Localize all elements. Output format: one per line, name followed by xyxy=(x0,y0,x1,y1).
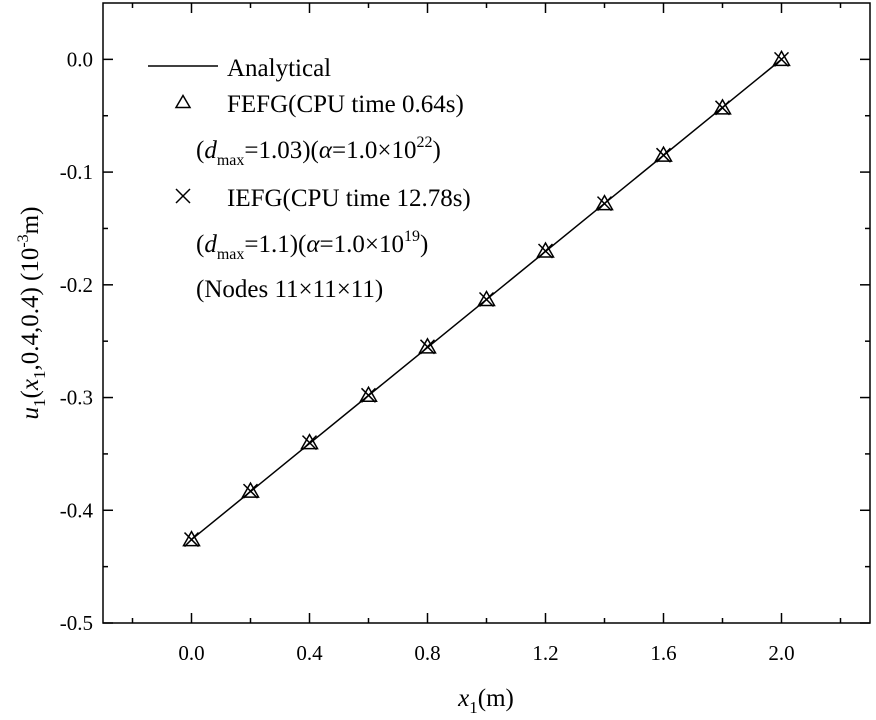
legend-cross-marker xyxy=(175,188,191,204)
iefg-cross-point xyxy=(655,147,672,163)
fefg-triangle-point xyxy=(536,241,555,258)
fefg-triangle-point xyxy=(359,385,378,403)
fefg-triangle-point xyxy=(477,289,496,307)
iefg-cross-point xyxy=(419,339,436,355)
iefg-cross-point xyxy=(478,291,495,308)
y-tick-label: -0.2 xyxy=(60,273,93,297)
fefg-triangle-point xyxy=(300,433,319,450)
fefg-triangle-point xyxy=(654,145,673,162)
fefg-triangle-point xyxy=(713,98,732,115)
x-tick-label: 1.6 xyxy=(650,641,676,665)
iefg-cross-point xyxy=(242,483,259,499)
y-axis-ticks xyxy=(103,58,870,624)
iefg-cross-point xyxy=(596,196,613,212)
fefg-triangle-point xyxy=(772,49,791,67)
y-tick-label: -0.3 xyxy=(60,386,93,410)
legend-fefg-label: FEFG(CPU time 0.64s) xyxy=(227,91,464,118)
iefg-cross-point xyxy=(714,100,731,116)
x-tick-label: 1.2 xyxy=(532,641,558,665)
series-iefg xyxy=(183,51,790,548)
fefg-triangle-point xyxy=(595,194,614,211)
y-axis-tick-labels: -0.5 -0.4 -0.3 -0.2 -0.1 0.0 xyxy=(60,47,94,635)
x-tick-label: 0.4 xyxy=(296,641,323,665)
plot-frame xyxy=(102,2,871,624)
iefg-cross-point xyxy=(183,532,200,548)
legend-analytical-label: Analytical xyxy=(227,55,331,82)
fefg-triangle-point xyxy=(418,337,437,354)
legend-triangle-marker xyxy=(174,94,192,109)
y-tick-label: -0.4 xyxy=(60,498,94,522)
fefg-triangle-point xyxy=(241,481,260,498)
iefg-cross-point xyxy=(360,387,377,403)
fefg-triangle-point xyxy=(182,530,201,547)
iefg-cross-point xyxy=(301,435,318,451)
iefg-cross-point xyxy=(773,51,790,67)
legend: Analytical FEFG(CPU time 0.64s) (dmax=1.… xyxy=(148,55,471,303)
x-axis-ticks xyxy=(131,3,842,623)
x-tick-label: 0.0 xyxy=(178,641,204,665)
y-tick-label: -0.5 xyxy=(60,611,93,635)
y-tick-label: 0.0 xyxy=(67,47,93,71)
x-tick-label: 0.8 xyxy=(414,641,440,665)
series-fefg xyxy=(182,49,791,547)
y-tick-label: -0.1 xyxy=(60,160,93,184)
legend-fefg-params: (dmax=1.03)(α=1.0×1022) xyxy=(196,134,441,169)
x-axis-title: x1(m) xyxy=(457,685,514,717)
iefg-cross-point xyxy=(537,243,554,259)
x-tick-label: 2.0 xyxy=(768,641,794,665)
legend-iefg-params: (dmax=1.1)(α=1.0×1019) xyxy=(196,228,428,263)
x-axis-tick-labels: 0.0 0.4 0.8 1.2 1.6 2.0 xyxy=(178,641,794,665)
y-axis-title: u1(x1,0.4,0.4) (10-3m) xyxy=(15,207,49,420)
legend-nodes-label: (Nodes 11×11×11) xyxy=(196,276,383,303)
legend-iefg-label: IEFG(CPU time 12.78s) xyxy=(227,185,471,212)
